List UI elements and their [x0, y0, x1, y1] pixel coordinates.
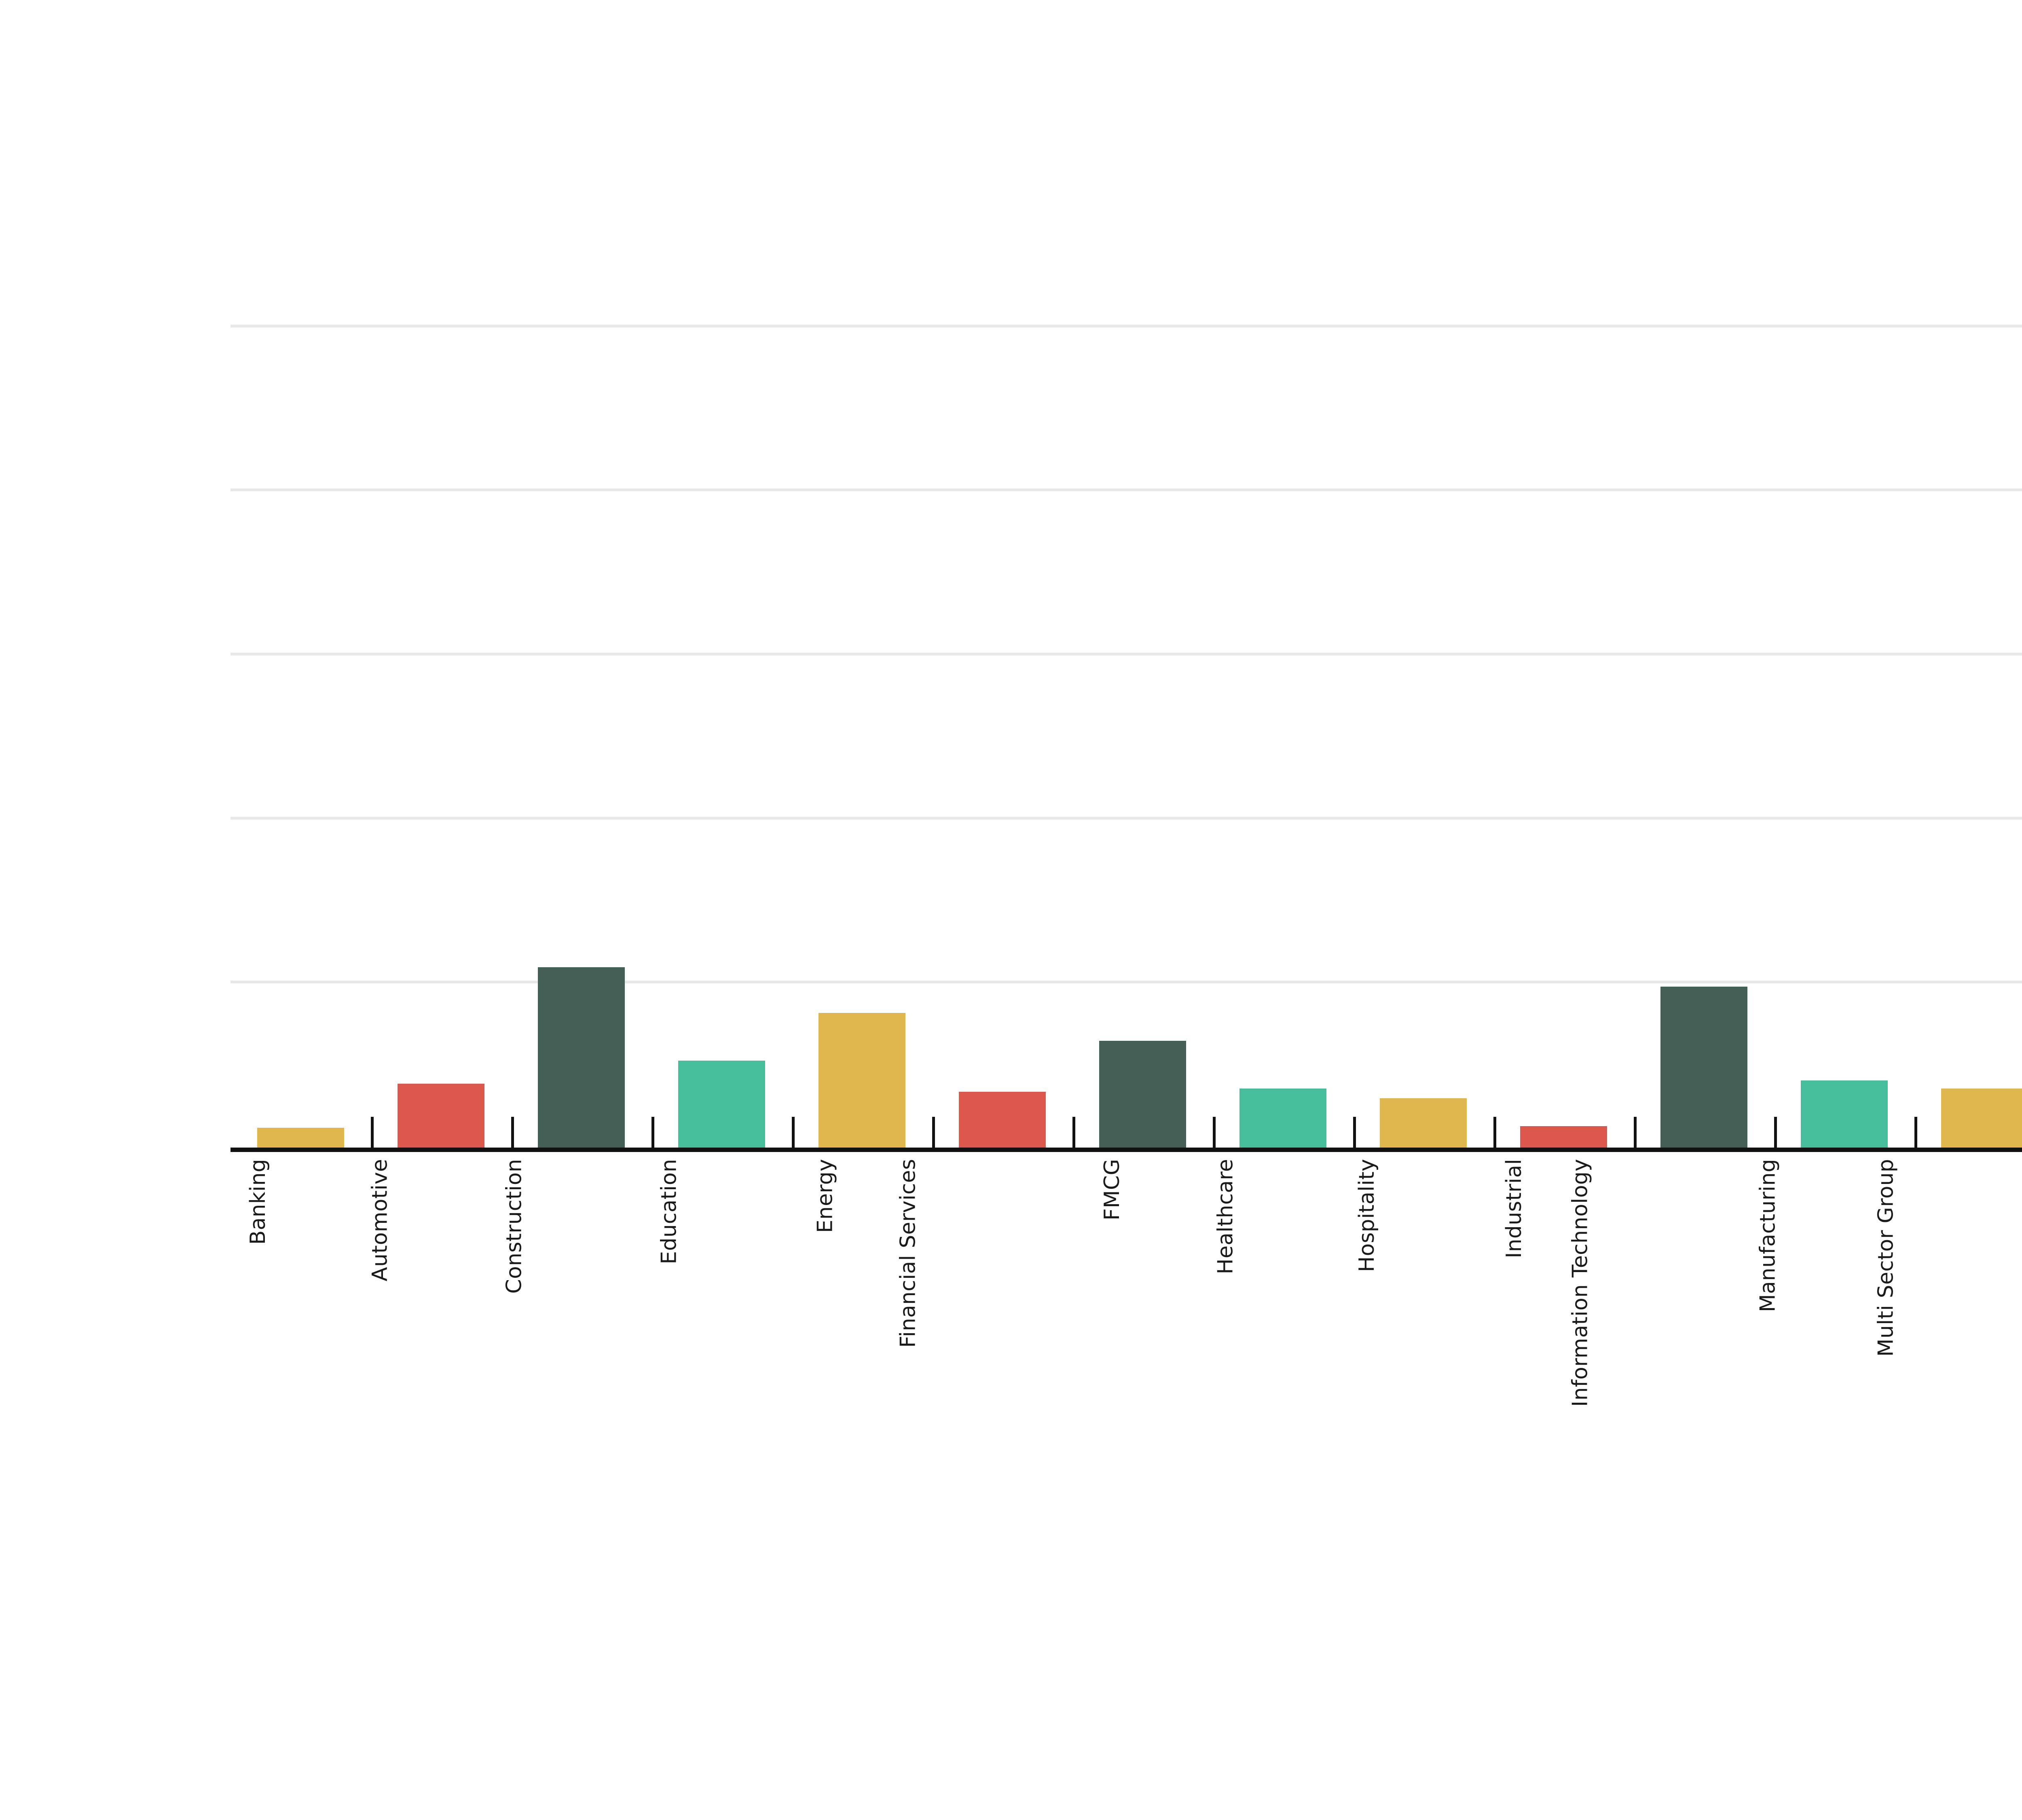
gridline: [231, 488, 2022, 492]
bar-slot: [1072, 283, 1213, 1148]
x-axis-label[interactable]: Banking: [245, 1159, 270, 1245]
x-axis-label[interactable]: Industrial: [1502, 1159, 1526, 1258]
plot-area: [231, 283, 2022, 1150]
x-axis-line: [231, 1148, 2022, 1152]
bar-slot: [792, 283, 932, 1148]
x-axis-label-slot: Multi Sector Group: [1874, 1159, 2022, 1685]
bar-slot: [1634, 283, 1774, 1148]
gridline: [231, 324, 2022, 328]
x-axis-label[interactable]: Healthcare: [1213, 1159, 1237, 1275]
x-axis-label[interactable]: Education: [657, 1159, 681, 1264]
x-axis-label[interactable]: Manufacturing: [1755, 1159, 1780, 1313]
bar-slot: [1914, 283, 2022, 1148]
bar[interactable]: [958, 1092, 1046, 1148]
bar[interactable]: [1099, 1041, 1187, 1148]
bar-slot: [1493, 283, 1634, 1148]
x-axis-label[interactable]: Automotive: [368, 1159, 392, 1281]
x-axis-tick: [1493, 1117, 1496, 1148]
x-axis-label-slot: Financial Services: [896, 1159, 1072, 1685]
x-axis-label-slot: Banking: [231, 1159, 371, 1685]
x-axis-label-slot: Construction: [502, 1159, 651, 1685]
bar-slot: [371, 283, 511, 1148]
x-axis-label-slot: Hospitality: [1353, 1159, 1493, 1685]
bar[interactable]: [1800, 1080, 1888, 1148]
x-axis-tick: [932, 1117, 935, 1148]
gridline: [231, 816, 2022, 820]
bar-slot: [651, 283, 792, 1148]
bar[interactable]: [1239, 1088, 1327, 1148]
x-axis-label-slot: Education: [651, 1159, 792, 1685]
x-axis-tick: [1914, 1117, 1917, 1148]
x-axis-tick: [1634, 1117, 1637, 1148]
bars-group: [231, 283, 2022, 1148]
x-axis-tick: [651, 1117, 654, 1148]
bar-slot: [1213, 283, 1353, 1148]
bar-slot: [932, 283, 1072, 1148]
x-axis-label-slot: Information Technology: [1568, 1159, 1774, 1685]
bar[interactable]: [257, 1128, 345, 1148]
x-axis-label[interactable]: Hospitality: [1354, 1159, 1379, 1272]
bar[interactable]: [1660, 987, 1748, 1148]
gridline: [231, 652, 2022, 655]
bar[interactable]: [537, 967, 625, 1148]
bar-slot: [231, 283, 371, 1148]
x-axis-tick: [1353, 1117, 1356, 1148]
bar[interactable]: [1520, 1126, 1607, 1148]
x-axis-label[interactable]: Energy: [812, 1159, 837, 1233]
x-axis-tick: [1213, 1117, 1216, 1148]
x-axis-tick: [792, 1117, 795, 1148]
x-axis-label[interactable]: Information Technology: [1567, 1159, 1592, 1407]
x-axis-label-slot: Industrial: [1493, 1159, 1634, 1685]
x-axis-label-slot: FMCG: [1072, 1159, 1213, 1685]
bar[interactable]: [397, 1083, 485, 1148]
x-axis-label-slot: Healthcare: [1213, 1159, 1353, 1685]
bar[interactable]: [818, 1013, 906, 1148]
x-axis-label[interactable]: Construction: [501, 1159, 526, 1294]
x-axis-label[interactable]: Financial Services: [895, 1159, 920, 1348]
x-axis-tick: [1072, 1117, 1075, 1148]
x-axis-ticks-group: [231, 1117, 2022, 1148]
x-axis-label[interactable]: FMCG: [1100, 1159, 1124, 1221]
bar-slot: [1774, 283, 1914, 1148]
bar-slot: [1353, 283, 1493, 1148]
x-axis-labels-group: Banking Automotive Construction Education En…: [231, 1159, 2022, 1685]
bar[interactable]: [678, 1060, 766, 1148]
x-axis-tick: [1774, 1117, 1777, 1148]
bar[interactable]: [1941, 1088, 2022, 1148]
gridline: [231, 981, 2022, 984]
x-axis-tick: [511, 1117, 514, 1148]
x-axis-tick: [371, 1117, 374, 1148]
x-axis-label[interactable]: Multi Sector Group: [1873, 1159, 1898, 1357]
bar[interactable]: [1379, 1098, 1467, 1148]
x-axis-label-slot: Automotive: [368, 1159, 511, 1685]
bar-slot: [511, 283, 651, 1148]
